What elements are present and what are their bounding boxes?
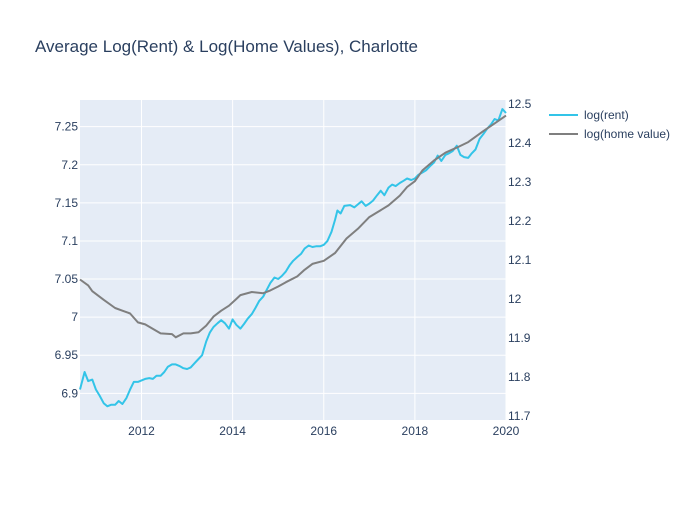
y2-tick-label: 11.9 <box>508 331 531 345</box>
legend-item[interactable]: log(rent) <box>549 108 629 122</box>
legend-label: log(home value) <box>584 127 670 141</box>
y2-tick-label: 12.1 <box>508 253 532 267</box>
legend-label: log(rent) <box>584 108 629 122</box>
y-tick-label: 7.2 <box>61 158 78 172</box>
y-tick-label: 7.1 <box>61 234 78 248</box>
x-tick-label: 2018 <box>402 424 429 438</box>
y-tick-label: 7 <box>71 310 78 324</box>
y-tick-label: 6.9 <box>61 386 78 400</box>
y-tick-label: 7.15 <box>55 196 79 210</box>
y2-tick-label: 11.8 <box>508 370 531 384</box>
axis-tick-labels: 2012 2014 2016 2018 2020 6.9 6.95 7 7.05 7.1 7.15 7… <box>55 97 532 438</box>
y-tick-label: 7.25 <box>55 120 79 134</box>
series-line-log-home-value <box>79 114 507 339</box>
x-tick-label: 2020 <box>493 424 520 438</box>
x-tick-label: 2016 <box>310 424 337 438</box>
y2-tick-label: 12.4 <box>508 136 532 150</box>
y2-tick-label: 12.5 <box>508 97 532 111</box>
y2-tick-label: 12.2 <box>508 214 532 228</box>
x-tick-label: 2014 <box>219 424 246 438</box>
y2-tick-label: 12.3 <box>508 175 532 189</box>
legend-item[interactable]: log(home value) <box>549 127 670 141</box>
series-layer <box>79 108 507 408</box>
y-tick-label: 7.05 <box>55 272 79 286</box>
y2-tick-label: 12 <box>508 292 522 306</box>
y-tick-label: 6.95 <box>55 348 79 362</box>
legend[interactable]: log(rent) log(home value) <box>549 108 670 141</box>
x-tick-label: 2012 <box>128 424 155 438</box>
y2-tick-label: 11.7 <box>508 409 531 423</box>
chart-title: Average Log(Rent) & Log(Home Values), Ch… <box>35 37 418 56</box>
